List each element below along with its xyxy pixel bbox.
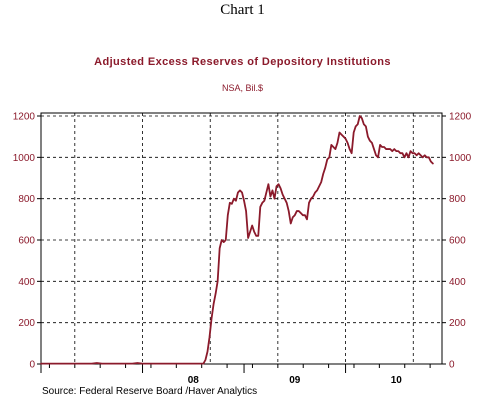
y-tick-label-right: 400	[449, 277, 466, 288]
x-tick-label: 08	[188, 375, 200, 386]
y-tick-label-left: 1200	[13, 112, 36, 123]
y-tick-label-right: 0	[449, 360, 455, 371]
axes: 0 0 200 200 400 400 600 600 800 800 1000 1000 1200 12…	[13, 112, 472, 387]
y-tick-label-right: 1000	[449, 153, 472, 164]
y-tick-label-left: 800	[18, 194, 35, 205]
plot-frame	[40, 112, 443, 365]
gridlines	[41, 113, 442, 364]
y-tick-label-left: 1000	[13, 153, 36, 164]
y-tick-label-left: 200	[18, 318, 35, 329]
x-tick-label: 10	[391, 375, 403, 386]
chart-title: Adjusted Excess Reserves of Depository I…	[94, 56, 391, 68]
y-tick-label-left: 600	[18, 236, 35, 247]
source-note: Source: Federal Reserve Board /Haver Ana…	[42, 386, 258, 397]
y-tick-label-right: 200	[449, 318, 466, 329]
y-tick-label-right: 1200	[449, 112, 472, 123]
chart-subtitle: NSA, Bil.$	[221, 83, 263, 93]
y-tick-label-right: 800	[449, 194, 466, 205]
series-layer	[40, 115, 434, 365]
y-tick-label-right: 600	[449, 236, 466, 247]
y-tick-label-left: 400	[18, 277, 35, 288]
series-line-0	[40, 115, 434, 365]
page-heading: Chart 1	[220, 2, 265, 18]
y-tick-label-left: 0	[29, 360, 35, 371]
x-tick-label: 09	[289, 375, 301, 386]
